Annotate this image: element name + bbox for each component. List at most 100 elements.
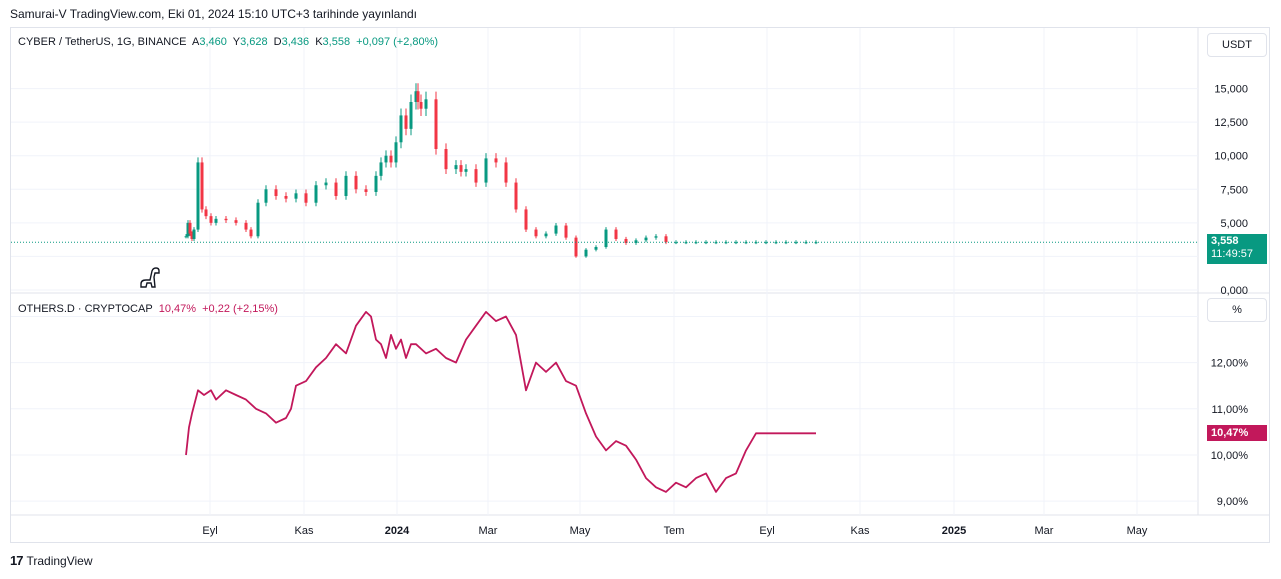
candle-body [544,233,548,237]
x-tick-label: Eyl [759,525,774,537]
footer-brand-text: TradingView [26,553,93,568]
candle-body [394,142,398,163]
candle-body [409,102,413,129]
close-label: K [315,36,323,48]
candle-body [704,242,708,244]
candle-body [209,216,213,223]
candle-body [419,102,423,109]
candle-body [354,175,358,190]
last-price-badge: 3,558 11:49:57 [1207,234,1267,265]
cyber-symbol[interactable]: CYBER / TetherUS, 1G, BINANCE [18,36,187,48]
candle-body [674,242,678,244]
candle-body [764,242,768,244]
others-dominance-line [185,311,816,493]
candle-body [454,165,458,170]
currency-unit-button[interactable]: USDT [1207,33,1267,57]
y-tick-label: 10,00% [1211,450,1249,462]
candle-body [192,229,196,239]
chart-frame[interactable] [10,27,1270,543]
x-tick-label: Kas [295,525,314,537]
candle-body [294,193,298,199]
candle-body [574,237,578,257]
low-label: D [273,36,282,48]
candle-body [304,193,308,203]
y-tick-label: 15,000 [1214,84,1248,96]
footer-brand[interactable]: 17 TradingView [10,553,93,568]
candle-body [614,229,618,239]
candle-body [200,162,204,210]
candle-body [374,175,378,192]
y-tick-label: 7,500 [1220,184,1248,196]
candle-body [654,236,658,238]
change-value: +0,097 (+2,80%) [356,36,439,48]
candle-body [504,162,508,183]
x-tick-label: May [1127,525,1148,537]
high-value: 3,628 [240,36,268,48]
candle-body [256,202,260,237]
candle-body [364,189,368,192]
candle-body [564,225,568,238]
cyber-legend: CYBER / TetherUS, 1G, BINANCE A3,460 Y3,… [18,36,441,48]
candle-body [416,91,420,102]
x-tick-label: May [570,525,591,537]
y-tick-label: 5,000 [1220,218,1248,230]
x-tick-label: Eyl [202,525,217,537]
candle-body [214,218,218,223]
candle-body [459,165,463,172]
x-tick-label: 2025 [942,525,966,537]
others-value: 10,47% [158,303,197,315]
high-label: Y [232,36,241,48]
candle-body [224,218,228,221]
last-price-value: 3,558 [1211,235,1239,248]
candle-body [379,162,383,176]
candle-body [184,236,188,238]
candle-body [444,149,448,170]
candle-body [264,189,268,203]
candle-body [190,233,194,239]
candle-body [234,220,238,223]
candle-body [484,158,488,183]
candle-body [334,182,338,196]
countdown-timer: 11:49:57 [1211,248,1254,261]
x-tick-label: Mar [1035,525,1054,537]
percent-unit-button[interactable]: % [1207,298,1267,322]
candle-body [514,182,518,210]
candle-body [594,247,598,250]
candle-body [524,209,528,230]
y-tick-label: 9,00% [1217,496,1248,508]
close-value: 3,558 [322,36,351,48]
x-tick-label: Mar [479,525,498,537]
candle-body [424,99,428,109]
candle-body [244,222,248,230]
others-last-badge: 10,47% [1207,425,1267,442]
candle-body [314,185,318,203]
y-tick-label: 11,00% [1212,404,1249,416]
candle-body [186,222,190,237]
candle-body [634,240,638,243]
x-tick-label: Tem [664,525,685,537]
candle-body [188,222,192,234]
candle-body [644,237,648,241]
candle-body [494,158,498,163]
candle-body [794,242,798,244]
candle-body [604,229,608,248]
low-value: 3,436 [281,36,310,48]
open-value: 3,460 [199,36,227,48]
published-caption: Samurai-V TradingView.com, Eki 01, 2024 … [10,7,418,21]
candle-body [414,91,418,102]
candle-body [249,229,253,237]
x-tick-label: 2024 [385,525,410,537]
others-symbol[interactable]: OTHERS.D · CRYPTOCAP [18,303,153,315]
candle-body [204,209,208,217]
candle-body [344,175,348,196]
candle-body [196,162,200,230]
y-tick-label: 0,000 [1220,285,1248,297]
dinosaur-icon[interactable] [138,265,164,291]
candle-body [384,155,388,163]
candle-body [584,249,588,257]
candle-body [404,115,408,129]
candle-body [554,225,558,234]
x-tick-label: Kas [851,525,870,537]
candle-body [434,99,438,149]
